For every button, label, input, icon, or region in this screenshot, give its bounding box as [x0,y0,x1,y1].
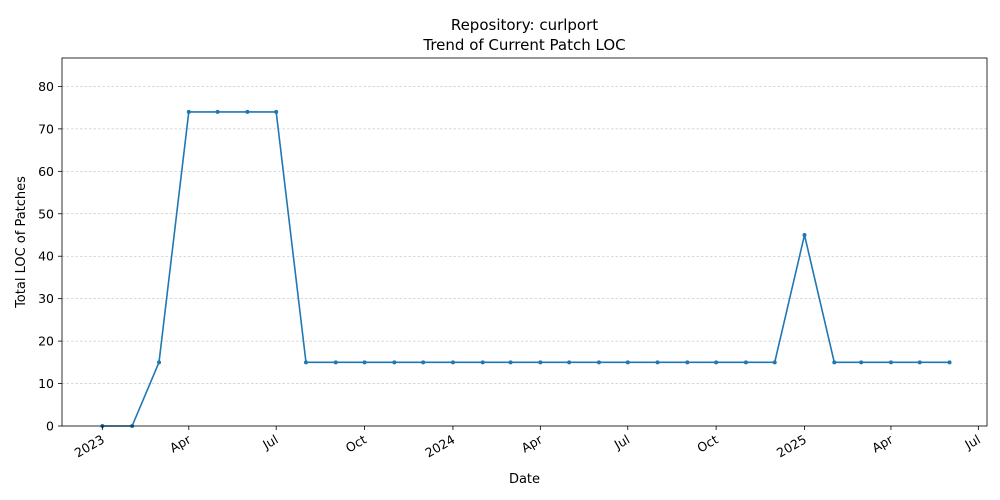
data-point [947,360,952,365]
data-point [888,360,893,365]
chart-title: Repository: curlport [451,16,598,34]
y-tick-label: 0 [46,419,54,434]
x-tick-label: Jul [611,432,632,453]
data-point [743,360,748,365]
x-tick-label: Jul [259,432,280,453]
y-tick-label: 60 [38,164,54,179]
x-tick-label: Jul [961,432,982,453]
y-tick-label: 10 [38,376,54,391]
data-point [655,360,660,365]
y-tick-label: 40 [38,249,54,264]
x-tick-label: Apr [869,431,896,455]
data-point [157,360,162,365]
data-point [392,360,397,365]
data-point [303,360,308,365]
x-tick-label: Apr [519,431,546,455]
data-point [215,109,220,114]
x-tick-label: Apr [167,431,194,455]
data-point [362,360,367,365]
y-tick-label: 30 [38,291,54,306]
x-tick-label: 2023 [72,432,107,461]
x-axis-label: Date [509,472,540,487]
y-tick-label: 80 [38,79,54,94]
data-point [421,360,426,365]
series-line [102,111,950,427]
y-axis-label: Total LOC of Patches [14,176,29,309]
data-point [333,360,338,365]
data-point [596,360,601,365]
data-point [480,360,485,365]
data-point [917,360,922,365]
x-tick-label: 2024 [422,432,457,461]
data-point [685,360,690,365]
series-line-group [102,111,950,427]
data-point [714,360,719,365]
data-point [802,232,807,237]
data-point [567,360,572,365]
data-point [450,360,455,365]
data-point [186,109,191,114]
data-point [772,360,777,365]
chart-subtitle: Trend of Current Patch LOC [422,36,625,54]
y-tick-label: 50 [38,206,54,221]
data-point [538,360,543,365]
x-axis-ticks: 2023 Apr Jul Oct 2024 Apr Jul Oct 2025 Apr Jul [72,426,983,461]
x-tick-label: Oct [343,432,369,456]
data-point [245,109,250,114]
data-point [508,360,513,365]
grid-lines [62,86,987,427]
data-point [859,360,864,365]
x-tick-label: 2025 [774,432,809,461]
data-point [832,360,837,365]
data-point [625,360,630,365]
y-axis-ticks: 0 10 20 30 40 50 60 70 80 [38,79,62,434]
plot-frame [61,57,988,427]
x-tick-label: Oct [694,432,720,456]
y-tick-label: 70 [38,121,54,136]
series-points-group [100,109,952,428]
y-tick-label: 20 [38,334,54,349]
data-point [274,109,279,114]
